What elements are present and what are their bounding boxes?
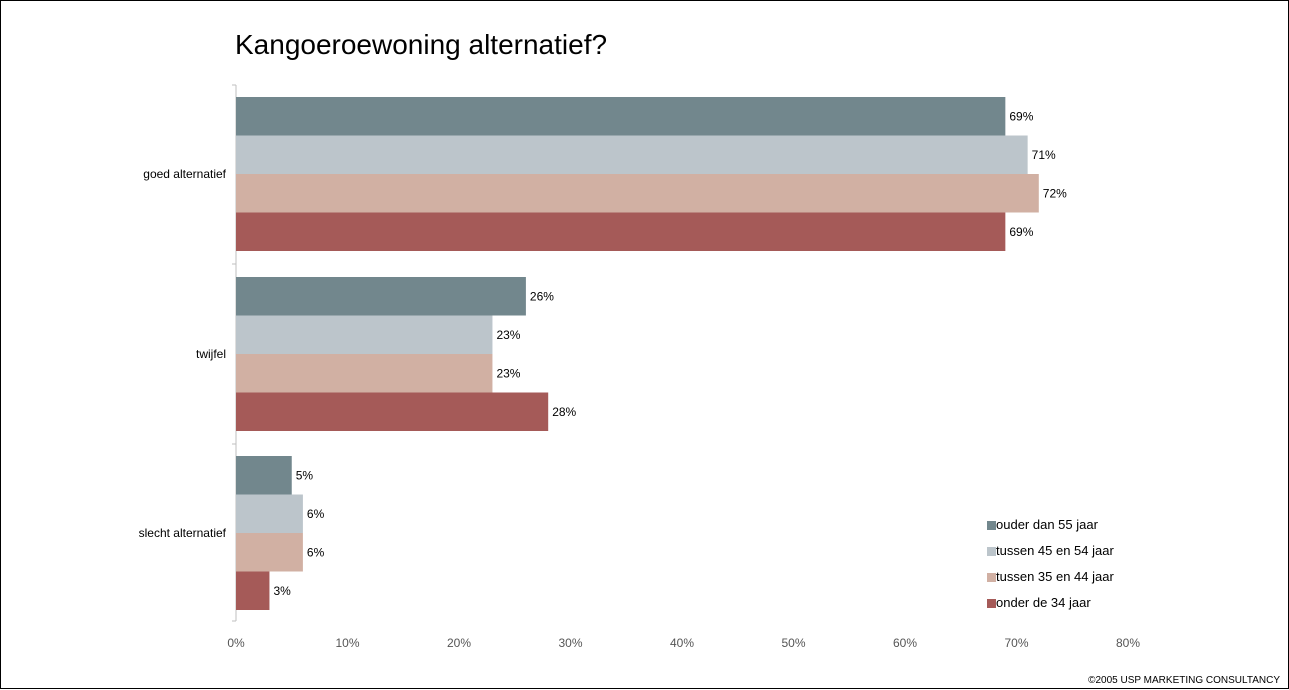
x-tick-label: 80%: [1116, 636, 1140, 650]
bar: [236, 533, 303, 572]
data-label: 69%: [1009, 109, 1033, 123]
legend-label: onder de 34 jaar: [996, 595, 1091, 610]
x-tick-label: 20%: [447, 636, 471, 650]
bar: [236, 277, 526, 316]
legend-item: tussen 45 en 54 jaar: [987, 541, 1207, 567]
data-label: 23%: [496, 366, 520, 380]
legend-swatch: [987, 521, 996, 530]
bar: [236, 315, 493, 354]
data-label: 6%: [307, 545, 325, 559]
x-tick-label: 40%: [670, 636, 694, 650]
legend-item: onder de 34 jaar: [987, 593, 1207, 619]
legend-item: tussen 35 en 44 jaar: [987, 567, 1207, 593]
bar: [236, 392, 549, 431]
data-label: 26%: [530, 289, 554, 303]
legend-label: tussen 35 en 44 jaar: [996, 569, 1114, 584]
data-label: 69%: [1009, 225, 1033, 239]
bar: [236, 456, 292, 495]
x-tick-label: 70%: [1004, 636, 1028, 650]
category-label: slecht alternatief: [139, 526, 227, 540]
bar: [236, 135, 1028, 174]
legend-swatch: [987, 599, 996, 608]
data-label: 71%: [1032, 148, 1056, 162]
data-label: 72%: [1043, 186, 1067, 200]
bar: [236, 97, 1006, 136]
category-label: goed alternatief: [143, 167, 226, 181]
x-tick-label: 60%: [893, 636, 917, 650]
bar: [236, 494, 303, 533]
legend-label: tussen 45 en 54 jaar: [996, 543, 1114, 558]
legend-swatch: [987, 547, 996, 556]
legend-item: ouder dan 55 jaar: [987, 515, 1207, 541]
data-label: 6%: [307, 507, 325, 521]
chart-title: Kangoeroewoning alternatief?: [235, 29, 608, 60]
legend-label: ouder dan 55 jaar: [996, 517, 1098, 532]
x-tick-label: 10%: [335, 636, 359, 650]
bar: [236, 212, 1006, 251]
data-label: 3%: [273, 584, 291, 598]
bar: [236, 354, 493, 393]
data-label: 5%: [296, 468, 314, 482]
data-label: 28%: [552, 405, 576, 419]
copyright-footer: ©2005 USP MARKETING CONSULTANCY: [1088, 675, 1280, 686]
category-label: twijfel: [196, 347, 226, 361]
chart-legend: ouder dan 55 jaar tussen 45 en 54 jaar tus…: [987, 515, 1207, 619]
data-label: 23%: [496, 328, 520, 342]
x-tick-label: 30%: [558, 636, 582, 650]
x-tick-label: 0%: [227, 636, 245, 650]
bar: [236, 571, 270, 610]
x-tick-label: 50%: [781, 636, 805, 650]
legend-swatch: [987, 573, 996, 582]
bar: [236, 174, 1039, 213]
